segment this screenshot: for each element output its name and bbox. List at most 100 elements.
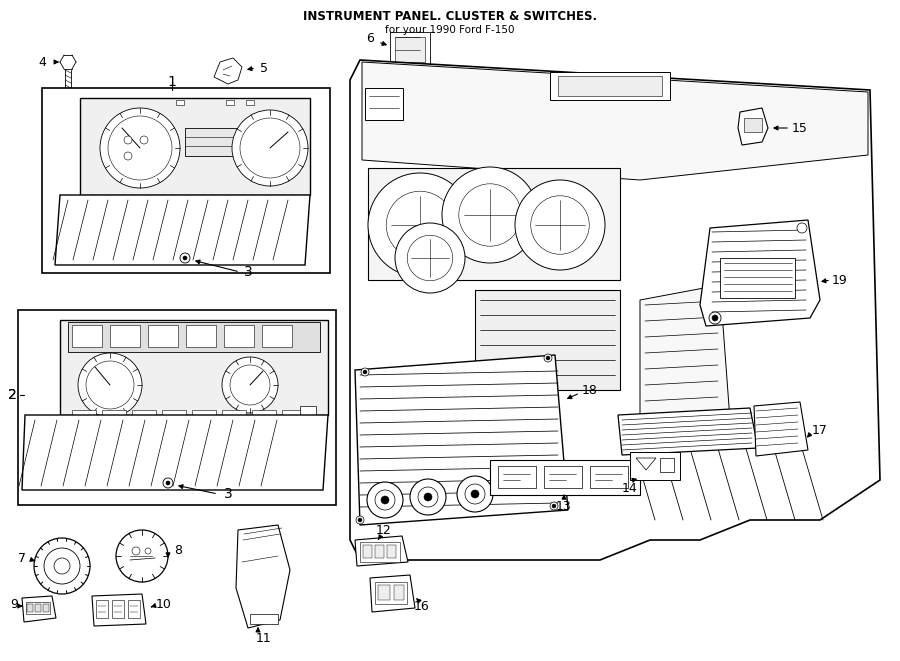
Polygon shape [640, 285, 730, 435]
Circle shape [108, 116, 172, 180]
Circle shape [230, 365, 270, 405]
Bar [252, 410, 276, 418]
Text: 2: 2 [8, 388, 17, 402]
Circle shape [54, 558, 70, 574]
Polygon shape [355, 536, 408, 566]
Circle shape [386, 191, 454, 259]
Circle shape [166, 481, 170, 485]
Bar [35, 604, 41, 612]
Circle shape [368, 173, 472, 277]
Bar [394, 585, 404, 600]
Polygon shape [754, 402, 808, 456]
Polygon shape [92, 594, 146, 626]
Circle shape [490, 382, 506, 398]
Text: 9: 9 [10, 598, 18, 611]
Text: 16: 16 [414, 600, 430, 613]
Polygon shape [370, 575, 415, 612]
Bar [558, 76, 662, 96]
Text: 15: 15 [792, 122, 808, 134]
Circle shape [395, 223, 465, 293]
Bar [590, 466, 628, 488]
Polygon shape [236, 525, 290, 628]
Circle shape [363, 370, 367, 374]
Bar [378, 585, 390, 600]
Bar [186, 325, 216, 347]
Circle shape [457, 476, 493, 512]
Circle shape [132, 547, 140, 555]
Circle shape [709, 312, 721, 324]
Text: 14: 14 [622, 481, 638, 494]
Circle shape [163, 478, 173, 488]
Circle shape [124, 152, 132, 160]
Bar [720, 258, 795, 298]
Bar [68, 322, 320, 352]
Bar [72, 410, 96, 418]
Bar [365, 88, 403, 120]
Text: 2: 2 [8, 388, 17, 402]
Bar [262, 325, 292, 347]
Circle shape [531, 196, 590, 254]
Text: 3: 3 [244, 265, 252, 279]
Bar [132, 410, 156, 418]
Text: 10: 10 [156, 598, 172, 611]
Polygon shape [700, 220, 820, 326]
Bar [43, 604, 49, 612]
Circle shape [140, 136, 148, 144]
Circle shape [183, 256, 187, 260]
Circle shape [550, 502, 558, 510]
Bar [660, 458, 674, 472]
Bar [222, 410, 246, 418]
Bar [246, 100, 254, 105]
Bar [544, 466, 582, 488]
Text: 12: 12 [376, 524, 392, 537]
Bar [300, 406, 316, 416]
Text: 18: 18 [582, 383, 598, 397]
Circle shape [86, 361, 134, 409]
Bar [18, 310, 336, 505]
Circle shape [544, 354, 552, 362]
Circle shape [356, 516, 364, 524]
Bar [375, 545, 384, 558]
Circle shape [124, 136, 132, 144]
Bar [42, 88, 330, 273]
Circle shape [100, 108, 180, 188]
Circle shape [375, 490, 395, 510]
Circle shape [44, 548, 80, 584]
Bar [128, 600, 140, 618]
Text: 1: 1 [167, 75, 176, 89]
Circle shape [515, 180, 605, 270]
Bar [192, 410, 216, 418]
Bar [224, 325, 254, 347]
Polygon shape [80, 98, 310, 195]
Bar [390, 32, 430, 67]
Polygon shape [355, 355, 568, 525]
Circle shape [459, 184, 521, 246]
Bar [360, 542, 400, 562]
Polygon shape [368, 168, 620, 280]
Circle shape [552, 504, 556, 508]
Bar [176, 100, 184, 105]
Polygon shape [214, 58, 242, 84]
Text: 19: 19 [832, 274, 848, 286]
Bar [744, 118, 762, 132]
Polygon shape [55, 195, 310, 265]
Text: 8: 8 [174, 543, 182, 557]
Text: 6: 6 [366, 32, 373, 44]
Circle shape [361, 368, 369, 376]
Circle shape [116, 530, 168, 582]
Circle shape [410, 479, 446, 515]
Circle shape [407, 235, 453, 281]
Text: 5: 5 [260, 61, 268, 75]
Circle shape [471, 490, 479, 498]
Bar [363, 545, 372, 558]
Circle shape [381, 496, 389, 504]
Polygon shape [636, 458, 656, 470]
Bar [630, 452, 680, 480]
Polygon shape [618, 408, 758, 455]
Bar [226, 100, 234, 105]
Bar [112, 600, 124, 618]
Bar [185, 128, 243, 156]
Circle shape [465, 484, 485, 504]
Circle shape [712, 315, 718, 321]
Polygon shape [22, 596, 56, 622]
